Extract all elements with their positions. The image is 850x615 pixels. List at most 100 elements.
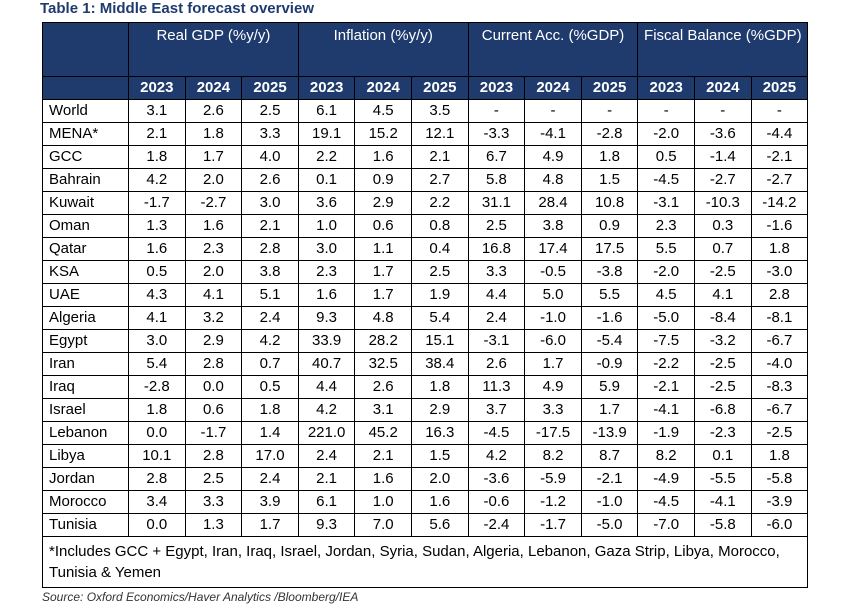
table-cell: 4.9 (524, 145, 582, 169)
table-cell: 2.5 (241, 99, 299, 123)
table-cell: -2.7 (750, 168, 809, 192)
table-cell: -4.1 (637, 398, 695, 422)
table-cell: 12.1 (411, 122, 469, 146)
table-cell: -7.5 (637, 329, 695, 353)
table-cell: 1.6 (184, 214, 243, 238)
table-cell: -1.0 (580, 490, 639, 514)
table-cell: 0.0 (128, 421, 186, 445)
table-cell: 6.1 (297, 99, 356, 123)
year-header: 2025 (580, 76, 639, 100)
table-cell: 40.7 (297, 352, 356, 376)
table-cell: -2.7 (694, 168, 752, 192)
table-cell: 2.6 (354, 375, 412, 399)
table-row: Oman 1.3 1.6 2.1 1.0 0.6 0.8 2.5 3.8 0.9 2.3 0.3 -1.… (42, 214, 809, 238)
table-cell: 2.8 (184, 444, 243, 468)
table-cell: 3.3 (467, 260, 526, 284)
forecast-table: Real GDP (%y/y) Inflation (%y/y) Current… (41, 22, 809, 588)
table-cell: -4.5 (637, 490, 695, 514)
table-cell: -1.2 (524, 490, 582, 514)
row-label: Kuwait (42, 191, 129, 215)
table-cell: 2.6 (241, 168, 299, 192)
table-cell: 5.4 (411, 306, 469, 330)
table-cell: -2.1 (637, 375, 695, 399)
table-cell: -3.1 (467, 329, 526, 353)
table-cell: 3.1 (354, 398, 412, 422)
table-row: KSA 0.5 2.0 3.8 2.3 1.7 2.5 3.3 -0.5 -3.8 -2.0 -2.5… (42, 260, 809, 284)
table-cell: 2.6 (467, 352, 526, 376)
row-label: Bahrain (42, 168, 129, 192)
table-cell: 4.2 (241, 329, 299, 353)
table-cell: 0.1 (694, 444, 752, 468)
table-cell: 1.7 (241, 513, 299, 537)
table-cell: 1.0 (354, 490, 412, 514)
table-cell: 4.3 (128, 283, 186, 307)
table-cell: 1.7 (354, 283, 412, 307)
year-header: 2024 (354, 76, 412, 100)
group-real-gdp: Real GDP (%y/y) (128, 22, 299, 77)
table-title: Table 1: Middle East forecast overview (40, 0, 314, 17)
table-cell: 1.8 (184, 122, 243, 146)
table-cell: -3.6 (467, 467, 526, 491)
table-cell: -1.7 (128, 191, 186, 215)
table-cell: 15.2 (354, 122, 412, 146)
table-cell: 2.9 (354, 191, 412, 215)
row-label: Jordan (42, 467, 129, 491)
table-cell: 1.8 (750, 444, 809, 468)
table-cell: -1.7 (524, 513, 582, 537)
table-cell: 1.9 (411, 283, 469, 307)
table-cell: -2.5 (694, 375, 752, 399)
table-cell: 0.0 (184, 375, 243, 399)
table-cell: 10.8 (580, 191, 639, 215)
table-cell: -4.0 (750, 352, 809, 376)
row-label: Tunisia (42, 513, 129, 537)
table-cell: -10.3 (694, 191, 752, 215)
table-cell: 2.8 (241, 237, 299, 261)
table-cell: -8.3 (750, 375, 809, 399)
table-cell: 1.0 (297, 214, 356, 238)
table-cell: 4.8 (354, 306, 412, 330)
table-cell: -5.4 (580, 329, 639, 353)
row-label: Iran (42, 352, 129, 376)
table-cell: 8.2 (637, 444, 695, 468)
table-cell: 4.2 (297, 398, 356, 422)
table-cell: -7.0 (637, 513, 695, 537)
table-cell: -4.1 (524, 122, 582, 146)
table-cell: -2.0 (637, 260, 695, 284)
year-header: 2023 (128, 76, 186, 100)
year-header: 2024 (524, 76, 582, 100)
table-row: Qatar 1.6 2.3 2.8 3.0 1.1 0.4 16.8 17.4 17.5 5.5 0.… (42, 237, 809, 261)
table-row: Tunisia 0.0 1.3 1.7 9.3 7.0 5.6 -2.4 -1.7 -5.0 -7.… (42, 513, 809, 537)
table-cell: -6.0 (524, 329, 582, 353)
table-cell: 1.5 (580, 168, 639, 192)
year-header: 2024 (694, 76, 752, 100)
table-cell: 0.6 (184, 398, 243, 422)
table-cell: -4.5 (467, 421, 526, 445)
table-cell: 2.5 (184, 467, 243, 491)
table-cell: -5.8 (750, 467, 809, 491)
row-label: Lebanon (42, 421, 129, 445)
table-cell: -3.8 (580, 260, 639, 284)
row-label: Egypt (42, 329, 129, 353)
year-header: 2025 (750, 76, 809, 100)
table-cell: 3.8 (241, 260, 299, 284)
table-cell: 1.6 (354, 145, 412, 169)
table-cell: 1.8 (128, 398, 186, 422)
table-cell: 2.1 (297, 467, 356, 491)
table-cell: -5.0 (637, 306, 695, 330)
table-cell: -1.4 (694, 145, 752, 169)
table-cell: 2.4 (241, 306, 299, 330)
table-cell: 3.7 (467, 398, 526, 422)
table-cell: -2.2 (637, 352, 695, 376)
table-cell: 3.3 (524, 398, 582, 422)
table-cell: -2.7 (184, 191, 243, 215)
table-cell: 0.4 (411, 237, 469, 261)
row-label: UAE (42, 283, 129, 307)
row-label: Oman (42, 214, 129, 238)
year-header-row: 2023 2024 2025 2023 2024 2025 2023 2024 2025 2023… (42, 76, 809, 100)
table-cell: 0.9 (580, 214, 639, 238)
table-cell: 10.1 (128, 444, 186, 468)
footnote: *Includes GCC + Egypt, Iran, Iraq, Israe… (41, 536, 809, 588)
table-cell: 0.7 (241, 352, 299, 376)
table-cell: -2.3 (694, 421, 752, 445)
table-cell: -2.5 (694, 260, 752, 284)
